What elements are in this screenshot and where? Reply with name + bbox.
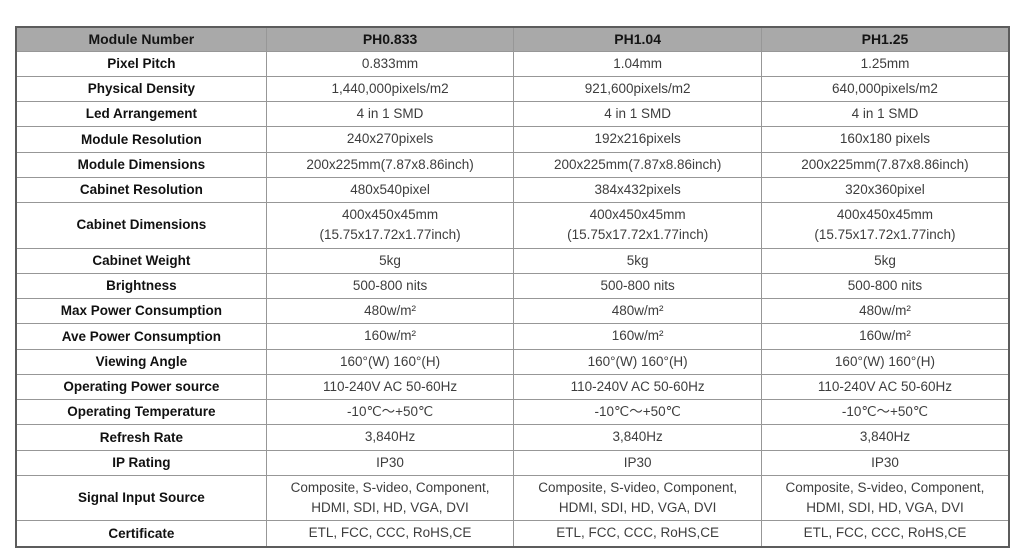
spec-label: Cabinet Dimensions [15, 202, 267, 249]
spec-value: 4 in 1 SMD [265, 100, 515, 128]
spec-label: Refresh Rate [15, 424, 267, 451]
table-row: Operating Power source 110-240V AC 50-60H… [15, 373, 1010, 401]
spec-label: Module Resolution [15, 126, 267, 153]
spec-value: 500-800 nits [265, 272, 515, 300]
column-header-ph125: PH1.25 [760, 26, 1010, 52]
spec-label: Led Arrangement [15, 100, 267, 128]
table-row: Certificate ETL, FCC, CCC, RoHS,CE ETL, FC… [15, 520, 1010, 547]
spec-value: 921,600pixels/m2 [513, 75, 762, 103]
column-header-ph0833: PH0.833 [265, 26, 515, 52]
spec-value: 160°(W) 160°(H) [760, 348, 1010, 375]
spec-value: -10℃～+50℃ [760, 398, 1010, 426]
spec-label: Brightness [15, 272, 267, 300]
spec-value: 400x450x45mm (15.75x17.72x1.77inch) [265, 202, 515, 249]
table-row: Viewing Angle 160°(W) 160°(H) 160°(W) 160°… [15, 348, 1010, 375]
spec-value: 200x225mm(7.87x8.86inch) [760, 151, 1010, 178]
spec-value: 1.04mm [513, 50, 762, 77]
spec-value: 3,840Hz [760, 424, 1010, 451]
spec-label: Certificate [15, 520, 267, 547]
spec-value: 384x432pixels [513, 176, 762, 204]
table-row: Module Dimensions 200x225mm(7.87x8.86inch… [15, 151, 1010, 178]
spec-label: Operating Temperature [15, 398, 267, 426]
spec-value: ETL, FCC, CCC, RoHS,CE [265, 520, 515, 547]
spec-value: 240x270pixels [265, 126, 515, 153]
spec-value: 110-240V AC 50-60Hz [265, 373, 515, 401]
spec-label: Cabinet Weight [15, 247, 267, 274]
spec-label: Pixel Pitch [15, 50, 267, 77]
spec-value: 3,840Hz [265, 424, 515, 451]
spec-value: 110-240V AC 50-60Hz [513, 373, 762, 401]
spec-value: Composite, S-video, Component, HDMI, SDI… [513, 474, 762, 522]
spec-value: ETL, FCC, CCC, RoHS,CE [513, 520, 762, 547]
table-row: Module Resolution 240x270pixels 192x216pix… [15, 126, 1010, 153]
spec-value: IP30 [265, 449, 515, 476]
spec-label: Viewing Angle [15, 348, 267, 375]
table-row: IP Rating IP30 IP30 IP30 [15, 449, 1010, 476]
column-header-module-number: Module Number [15, 26, 267, 52]
table-row: Brightness 500-800 nits 500-800 nits 500-80… [15, 272, 1010, 300]
spec-value: 500-800 nits [513, 272, 762, 300]
spec-label: Max Power Consumption [15, 297, 267, 325]
spec-value: 192x216pixels [513, 126, 762, 153]
spec-table-body: Pixel Pitch 0.833mm 1.04mm 1.25mm Physical D… [15, 50, 1010, 547]
spec-value: 4 in 1 SMD [513, 100, 762, 128]
module-spec-table: Module Number PH0.833 PH1.04 PH1.25 Pixe… [15, 26, 1010, 548]
spec-value: 480w/m² [513, 297, 762, 325]
table-row: Cabinet Dimensions 400x450x45mm (15.75x17… [15, 202, 1010, 249]
spec-label: Physical Density [15, 75, 267, 103]
spec-value: 200x225mm(7.87x8.86inch) [265, 151, 515, 178]
spec-value: IP30 [760, 449, 1010, 476]
spec-value: 5kg [513, 247, 762, 274]
spec-value: IP30 [513, 449, 762, 476]
spec-label: IP Rating [15, 449, 267, 476]
spec-label: Operating Power source [15, 373, 267, 401]
spec-value: 4 in 1 SMD [760, 100, 1010, 128]
spec-value: 480w/m² [760, 297, 1010, 325]
table-row: Cabinet Resolution 480x540pixel 384x432pix… [15, 176, 1010, 204]
table-row: Ave Power Consumption 160w/m² 160w/m² 160w/… [15, 323, 1010, 350]
spec-value: -10℃～+50℃ [513, 398, 762, 426]
spec-value: 5kg [265, 247, 515, 274]
spec-value: 200x225mm(7.87x8.86inch) [513, 151, 762, 178]
spec-value: ETL, FCC, CCC, RoHS,CE [760, 520, 1010, 547]
spec-value: 500-800 nits [760, 272, 1010, 300]
spec-label: Signal Input Source [15, 474, 267, 522]
spec-value: 320x360pixel [760, 176, 1010, 204]
table-row: Refresh Rate 3,840Hz 3,840Hz 3,840Hz [15, 424, 1010, 451]
spec-value: 160°(W) 160°(H) [513, 348, 762, 375]
spec-label: Module Dimensions [15, 151, 267, 178]
table-row: Pixel Pitch 0.833mm 1.04mm 1.25mm [15, 50, 1010, 77]
spec-value: 480w/m² [265, 297, 515, 325]
spec-value: 160°(W) 160°(H) [265, 348, 515, 375]
table-row: Cabinet Weight 5kg 5kg 5kg [15, 247, 1010, 274]
header-row: Module Number PH0.833 PH1.04 PH1.25 [15, 26, 1010, 52]
table-row: Signal Input Source Composite, S-video, C… [15, 474, 1010, 522]
spec-value: 640,000pixels/m2 [760, 75, 1010, 103]
spec-value: 0.833mm [265, 50, 515, 77]
spec-value: 1.25mm [760, 50, 1010, 77]
column-header-ph104: PH1.04 [513, 26, 762, 52]
spec-label: Ave Power Consumption [15, 323, 267, 350]
spec-value: Composite, S-video, Component, HDMI, SDI… [760, 474, 1010, 522]
table-row: Led Arrangement 4 in 1 SMD 4 in 1 SMD 4 in … [15, 100, 1010, 128]
spec-value: 160w/m² [513, 323, 762, 350]
spec-value: 400x450x45mm (15.75x17.72x1.77inch) [760, 202, 1010, 249]
table-row: Operating Temperature -10℃～+50℃ -10℃～+50℃ -… [15, 398, 1010, 426]
spec-value: 1,440,000pixels/m2 [265, 75, 515, 103]
spec-value: Composite, S-video, Component, HDMI, SDI… [265, 474, 515, 522]
spec-value: 160w/m² [265, 323, 515, 350]
table-row: Physical Density 1,440,000pixels/m2 921,60… [15, 75, 1010, 103]
spec-value: -10℃～+50℃ [265, 398, 515, 426]
spec-label: Cabinet Resolution [15, 176, 267, 204]
spec-table-header: Module Number PH0.833 PH1.04 PH1.25 [15, 26, 1010, 52]
spec-value: 480x540pixel [265, 176, 515, 204]
table-row: Max Power Consumption 480w/m² 480w/m² 480w/… [15, 297, 1010, 325]
spec-value: 5kg [760, 247, 1010, 274]
spec-value: 400x450x45mm (15.75x17.72x1.77inch) [513, 202, 762, 249]
spec-value: 160x180 pixels [760, 126, 1010, 153]
spec-value: 160w/m² [760, 323, 1010, 350]
spec-value: 3,840Hz [513, 424, 762, 451]
spec-value: 110-240V AC 50-60Hz [760, 373, 1010, 401]
